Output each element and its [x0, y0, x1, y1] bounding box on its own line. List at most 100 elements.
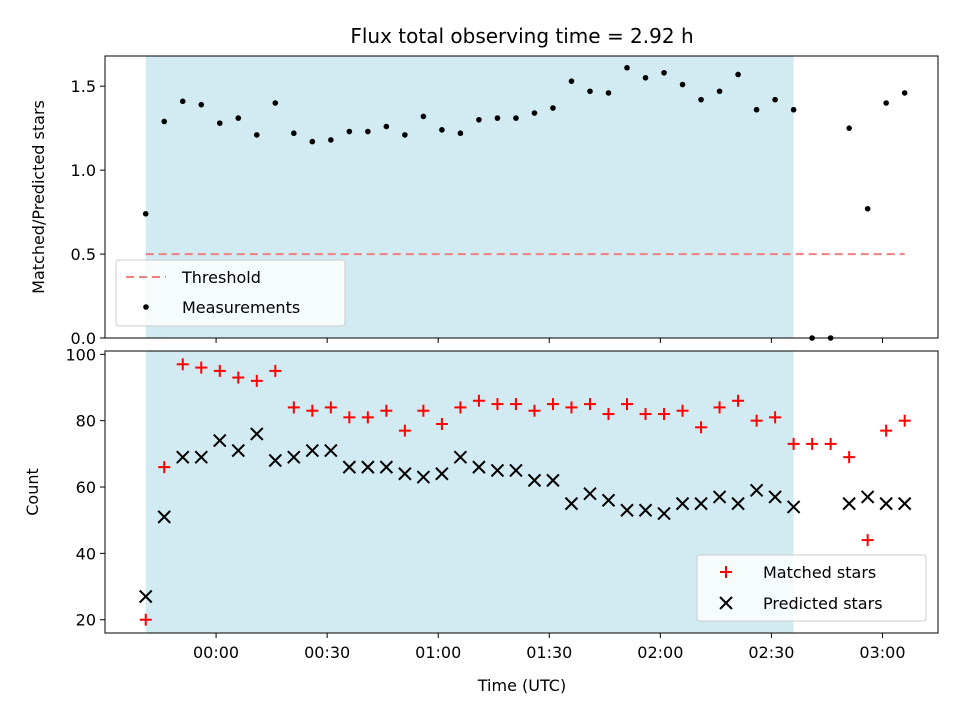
matched-star-point	[417, 404, 430, 417]
predicted-star-point	[564, 496, 579, 511]
predicted-star-point	[509, 463, 523, 478]
legend-measurements-label: Measurements	[182, 298, 300, 317]
predicted-star-point	[398, 467, 412, 481]
matched-star-point	[343, 411, 356, 424]
count-y-tick-label: 100	[65, 345, 96, 364]
predicted-star-point	[583, 486, 597, 501]
measurement-point	[679, 81, 686, 88]
measurement-point	[716, 88, 723, 95]
measurement-point	[309, 138, 316, 145]
predicted-star-point	[231, 443, 245, 458]
matched-star-point	[306, 404, 319, 417]
predicted-star-point	[620, 503, 634, 517]
measurement-point	[420, 113, 427, 120]
predicted-star-point	[897, 496, 912, 511]
ratio-y-ticks: 0.0 0.5 1.0 1.5	[71, 77, 105, 348]
matched-star-point	[695, 421, 708, 434]
measurement-point	[328, 137, 334, 143]
predicted-star-point	[305, 443, 320, 458]
matched-star-point	[750, 414, 763, 427]
count-y-axis-label: Count	[23, 468, 42, 516]
measurement-point	[142, 210, 149, 217]
ratio-y-tick-label: 0.0	[71, 329, 96, 348]
predicted-star-point	[768, 490, 782, 504]
legend-matched-label: Matched stars	[763, 563, 876, 582]
predicted-star-point	[731, 496, 745, 511]
measurement-point	[605, 90, 612, 96]
matched-star-point	[176, 358, 189, 371]
predicted-star-point	[435, 467, 449, 481]
measurement-point	[161, 118, 168, 125]
measurement-point	[346, 128, 353, 135]
measurement-point	[179, 98, 186, 105]
matched-star-point	[806, 437, 819, 450]
count-panel-frame	[104, 350, 939, 634]
matched-star-point	[361, 411, 374, 424]
predicted-star-point	[842, 496, 856, 511]
matched-star-point	[139, 613, 152, 626]
matched-star-point	[232, 371, 245, 384]
ratio-legend-box	[115, 259, 346, 327]
predicted-star-point	[268, 453, 283, 468]
matched-star-point	[454, 401, 467, 414]
time-x-tick-label: 00:00	[193, 643, 239, 662]
predicted-star-point	[379, 460, 394, 474]
predicted-star-point	[472, 460, 486, 474]
matched-star-point	[287, 401, 300, 414]
predicted-star-point	[139, 589, 153, 604]
count-points	[139, 358, 912, 626]
measurement-point	[476, 116, 482, 123]
matched-star-point	[509, 398, 522, 411]
matched-star-point	[639, 408, 652, 421]
time-x-ticks: 00:00 00:30 01:00 01:30 02:00 02:30 03:00	[193, 633, 906, 662]
ratio-y-tick-label: 1.0	[71, 161, 96, 180]
matched-star-point	[658, 408, 671, 421]
predicted-star-point	[694, 496, 708, 511]
matched-star-point	[880, 424, 893, 437]
count-legend: Matched stars Predicted stars	[696, 554, 927, 622]
ratio-legend: Threshold Measurements	[115, 259, 346, 327]
predicted-star-point	[287, 450, 301, 464]
matched-star-point	[732, 394, 745, 407]
ratio-panel: 0.0 0.5 1.0 1.5 Matched/Predicted stars Thr…	[29, 55, 939, 348]
ratio-y-tick-label: 1.5	[71, 77, 96, 96]
measurement-point	[235, 115, 242, 121]
ratio-x-ticks	[215, 338, 883, 343]
measurement-point	[753, 106, 760, 113]
time-x-axis-label: Time (UTC)	[477, 676, 566, 695]
ratio-y-axis-label: Matched/Predicted stars	[29, 100, 48, 294]
matched-star-point	[380, 404, 393, 417]
count-legend-box	[696, 554, 927, 622]
measurement-point	[291, 130, 297, 137]
legend-predicted-swatch	[719, 596, 733, 610]
count-panel: 20 40 60 80 100 00:00 00:30 01:00 01:30 02:00 02:…	[23, 345, 939, 695]
matched-star-point	[269, 364, 282, 377]
matched-star-point	[158, 461, 171, 474]
matched-star-point	[435, 417, 448, 430]
matched-star-point	[824, 437, 837, 450]
predicted-star-point	[527, 473, 542, 488]
ratio-panel-frame	[104, 55, 939, 339]
matched-star-point	[602, 408, 615, 421]
matched-star-point	[324, 401, 337, 414]
legend-threshold-label: Threshold	[181, 268, 261, 287]
predicted-star-point	[176, 450, 190, 464]
matched-star-point	[769, 411, 782, 424]
matched-star-point	[621, 398, 634, 411]
count-y-tick-label: 40	[76, 544, 96, 563]
measurement-point	[198, 101, 205, 108]
measurement-point	[568, 78, 575, 84]
predicted-star-point	[657, 506, 671, 521]
measurement-points	[142, 64, 908, 341]
predicted-star-point	[342, 460, 357, 474]
predicted-star-point	[453, 450, 468, 464]
predicted-star-point	[361, 460, 375, 474]
observing-window-shade-bottom	[145, 351, 794, 633]
time-x-tick-label: 00:30	[304, 643, 350, 662]
predicted-star-point	[712, 490, 727, 504]
measurement-point	[864, 205, 871, 212]
matched-star-point	[472, 394, 485, 407]
measurement-point	[883, 100, 889, 106]
predicted-star-point	[675, 496, 690, 511]
